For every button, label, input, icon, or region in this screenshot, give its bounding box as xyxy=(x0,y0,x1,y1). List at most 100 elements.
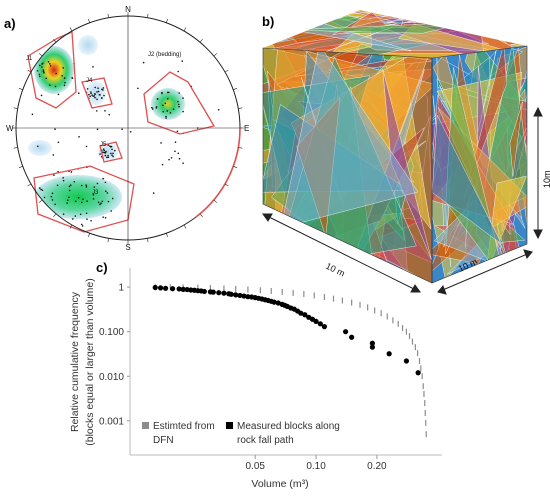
stereonet-rim-arc xyxy=(195,127,241,218)
pole-dot xyxy=(77,92,80,94)
stereonet-tick xyxy=(224,183,229,187)
stereonet-tick xyxy=(183,27,187,32)
pole-dot xyxy=(85,186,88,188)
pole-dot xyxy=(182,97,184,99)
pole-dot xyxy=(111,148,113,151)
set-label-j2: J2 (bedding) xyxy=(148,52,181,58)
cube-right-face xyxy=(432,46,527,283)
stereonet-tick xyxy=(27,69,32,73)
dfn-point xyxy=(405,328,408,335)
stereonet-tick xyxy=(18,88,23,90)
measured-point xyxy=(386,351,392,357)
pole-dot xyxy=(166,91,169,94)
pole-dot xyxy=(93,95,96,97)
pole-dot xyxy=(103,94,105,97)
dimension-arrows xyxy=(262,106,543,295)
series-measured xyxy=(152,284,421,376)
y-axis-subtitle: (blocks equal or larger than volume) xyxy=(84,278,96,446)
pole-dot xyxy=(102,148,105,150)
pole-dot xyxy=(137,87,139,90)
pole-dot xyxy=(86,88,89,90)
pole-dot xyxy=(95,110,98,112)
set-label-j1: J1 xyxy=(26,56,33,62)
pole-dot xyxy=(86,200,88,202)
pole-dot xyxy=(97,90,100,93)
pole-dot xyxy=(94,86,97,89)
measured-point xyxy=(342,329,349,335)
measured-point xyxy=(170,286,176,292)
pole-dot xyxy=(102,87,105,89)
pole-dot xyxy=(40,94,43,97)
pole-dot xyxy=(172,108,175,110)
y-tick-label: 0.001 xyxy=(99,416,124,427)
stereonet-tick xyxy=(38,53,43,57)
pole-dot xyxy=(108,113,111,116)
pole-dot xyxy=(174,150,176,153)
pole-dot xyxy=(38,64,41,67)
set-label-j4: J4 xyxy=(86,78,93,84)
measured-point xyxy=(233,292,239,298)
pole-dot xyxy=(104,181,107,184)
pole-dot xyxy=(38,202,40,205)
pole-dot xyxy=(110,152,112,155)
pole-dot xyxy=(68,185,71,188)
pole-dot xyxy=(102,151,104,154)
pole-dot xyxy=(112,155,114,158)
pole-dot xyxy=(80,184,83,187)
pole-dot xyxy=(43,72,45,74)
pole-dot xyxy=(103,149,106,152)
stereonet-tick xyxy=(233,166,238,168)
pole-dot xyxy=(81,225,84,227)
pole-dot xyxy=(85,212,88,215)
dfn-point xyxy=(422,383,424,390)
measured-point xyxy=(228,291,234,297)
pole-dot xyxy=(168,158,170,161)
pole-dot xyxy=(38,187,41,189)
pole-dot xyxy=(170,157,173,159)
dfn-point xyxy=(292,289,294,296)
measured-point xyxy=(369,344,375,350)
pole-dot xyxy=(106,156,108,159)
pole-dot xyxy=(43,196,46,199)
pole-dot xyxy=(182,162,184,164)
pole-dot xyxy=(104,109,106,112)
dfn-point xyxy=(323,293,326,300)
pole-dot xyxy=(86,218,88,220)
pole-dot xyxy=(92,198,95,200)
pole-dot xyxy=(42,69,45,71)
pole-dot xyxy=(109,146,112,148)
stereonet-tick xyxy=(224,69,229,73)
pole-dot xyxy=(177,70,180,73)
pole-dot xyxy=(102,177,104,180)
stereonet-tick xyxy=(147,238,149,243)
pole-dot xyxy=(77,197,80,199)
dfn-point xyxy=(386,313,388,320)
density-contours xyxy=(28,35,185,219)
pole-dot xyxy=(93,186,96,188)
measured-point xyxy=(162,285,169,291)
pole-dot xyxy=(51,192,54,195)
pole-dot xyxy=(80,201,83,204)
pole-dot xyxy=(217,108,220,111)
pole-dot xyxy=(174,141,177,143)
pole-dot xyxy=(152,192,155,194)
measured-point xyxy=(157,285,164,291)
pole-dot xyxy=(51,199,54,201)
pole-dot xyxy=(49,84,51,86)
pole-dot xyxy=(96,91,98,93)
compass-w: W xyxy=(6,124,14,133)
pole-dot xyxy=(74,200,77,203)
dim-label-x: 10 m xyxy=(324,261,346,279)
fracture-plane xyxy=(280,48,419,229)
panel-c-label: c) xyxy=(96,260,108,275)
stereonet-tick xyxy=(107,238,109,243)
pole-dot xyxy=(129,130,132,133)
pole-dot xyxy=(178,157,181,160)
stereonet-tick xyxy=(88,18,90,23)
fracture-plane xyxy=(515,10,527,28)
pole-dot xyxy=(111,154,113,156)
fracture-plane xyxy=(300,26,393,58)
dfn-point xyxy=(392,317,394,324)
outline-j2 xyxy=(143,71,216,135)
density-j4 xyxy=(86,81,106,105)
